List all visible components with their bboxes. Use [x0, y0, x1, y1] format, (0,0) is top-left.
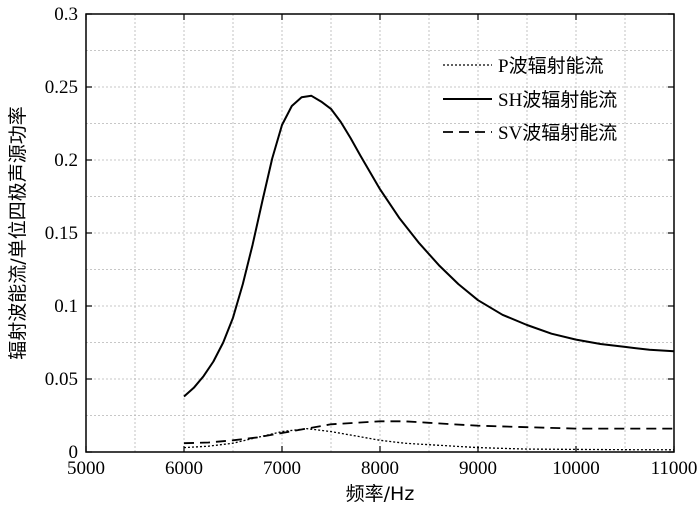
x-tick-label: 11000 [651, 458, 698, 479]
legend-label-2: SH波辐射能流 [498, 89, 617, 111]
series-line-1 [183, 427, 675, 451]
x-tick-label: 9000 [459, 458, 497, 479]
y-axis-title: 辐射波能流/单位四极声源功率 [7, 106, 29, 359]
legend: P波辐射能流 SH波辐射能流 SV波辐射能流 [443, 55, 617, 144]
x-tick-label: 7000 [263, 458, 301, 479]
x-axis-title: 频率/Hz [346, 483, 415, 505]
y-tick-label: 0.2 [54, 150, 78, 171]
x-tick-label: 10000 [552, 458, 600, 479]
x-tick-label: 6000 [165, 458, 203, 479]
legend-label-3: SV波辐射能流 [498, 122, 617, 144]
y-tick-label: 0.25 [45, 77, 78, 98]
x-tick-label: 5000 [67, 458, 105, 479]
legend-label-1: P波辐射能流 [498, 55, 604, 77]
y-tick-label: 0.05 [45, 369, 78, 390]
tick-labels: 5000 6000 7000 8000 9000 10000 11000 0 0.05 0.1 0.… [45, 4, 698, 479]
x-tick-label: 8000 [361, 458, 399, 479]
series-line-3 [183, 420, 674, 445]
grid-lines [85, 13, 675, 453]
series-line-2 [183, 94, 675, 398]
series-group [183, 94, 675, 451]
y-tick-label: 0.3 [54, 4, 78, 25]
y-tick-label: 0.1 [54, 296, 78, 317]
y-tick-label: 0 [69, 442, 79, 463]
y-tick-label: 0.15 [45, 223, 78, 244]
axis-ticks [85, 13, 675, 453]
